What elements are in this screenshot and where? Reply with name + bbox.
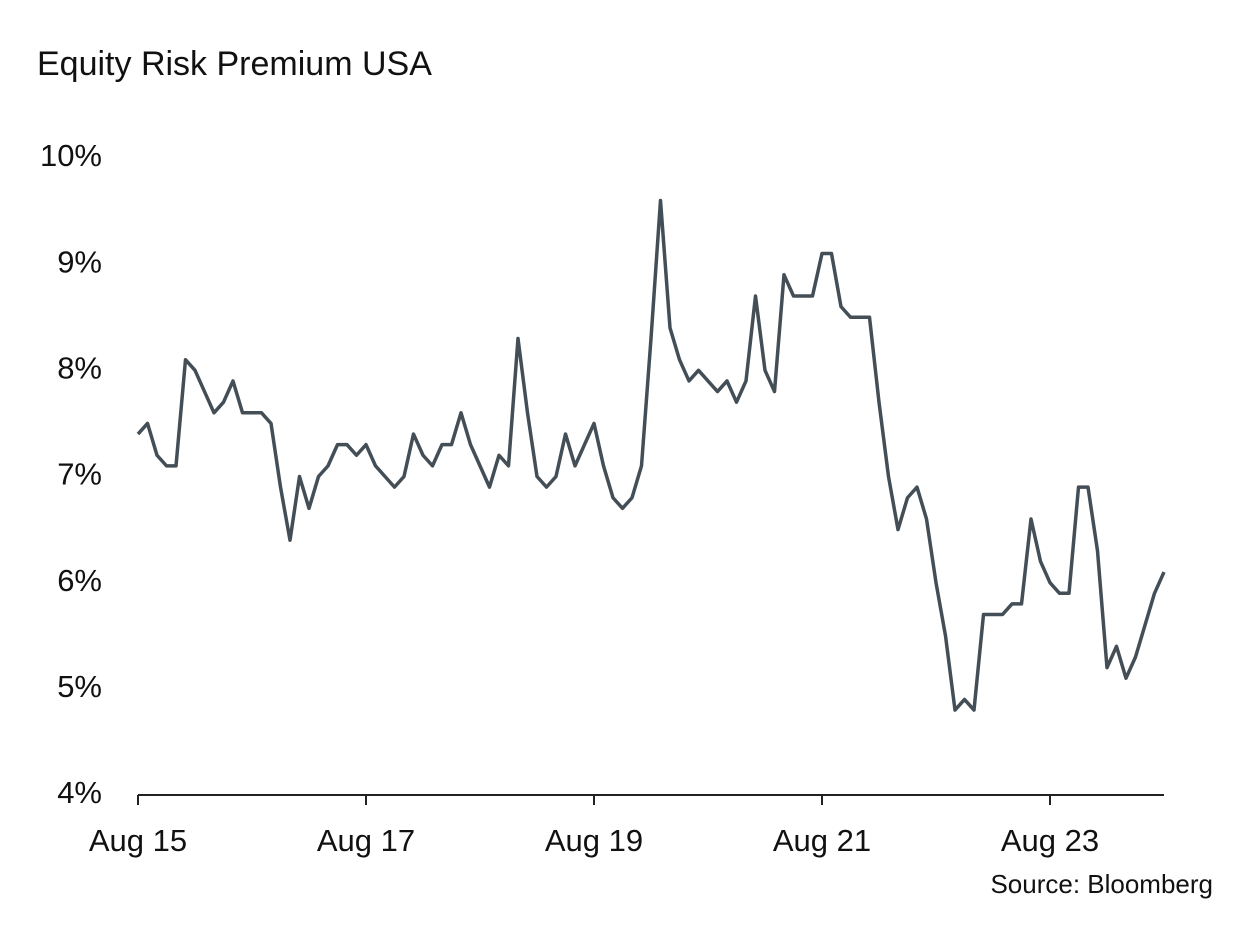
y-tick-label: 10% [40,138,102,173]
x-tick-label: Aug 21 [773,823,871,858]
x-tick-label: Aug 15 [89,823,187,858]
y-tick-label: 5% [57,669,102,704]
series-line [136,198,1166,712]
y-tick-label: 7% [57,457,102,492]
chart-title: Equity Risk Premium USA [37,45,432,83]
y-tick-label: 4% [57,775,102,810]
y-tick-label: 6% [57,563,102,598]
source-note: Source: Bloomberg [990,869,1213,899]
y-tick-label: 8% [57,351,102,386]
x-tick-label: Aug 17 [317,823,415,858]
x-tick-label: Aug 23 [1001,823,1099,858]
x-tick-label: Aug 19 [545,823,643,858]
y-tick-label: 9% [57,244,102,279]
